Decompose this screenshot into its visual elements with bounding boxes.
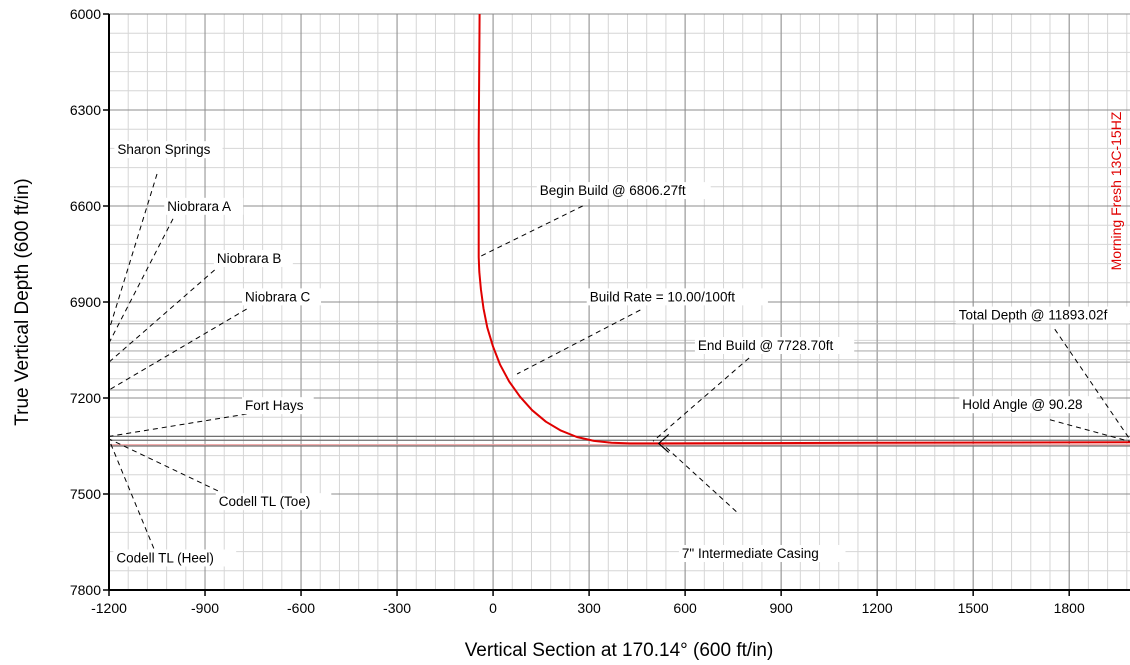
annotation-label-bg — [242, 397, 314, 415]
annotation-leader-line — [662, 444, 737, 512]
y-tick-label: 7200 — [70, 390, 101, 406]
annotation-leader-line — [109, 439, 155, 549]
x-tick-label: 900 — [769, 600, 793, 616]
x-tick-label: 1500 — [958, 600, 989, 616]
annotation-label-bg — [114, 141, 223, 159]
x-tick-label: 300 — [577, 600, 601, 616]
annotation-label: Sharon Springs — [117, 142, 210, 157]
y-axis-title: True Vertical Depth (600 ft/in) — [12, 178, 33, 425]
annotation-label: End Build @ 7728.70ft — [698, 338, 834, 353]
casing-shoe-marker — [657, 433, 670, 453]
annotation-leader-line — [109, 438, 219, 492]
annotation-label-bg — [536, 182, 711, 200]
annotation-label: Build Rate = 10.00/100ft — [590, 289, 735, 304]
y-tick-label: 7500 — [70, 486, 101, 502]
x-tick-label: 0 — [489, 600, 497, 616]
annotation-leader-line — [109, 173, 158, 331]
formation-horizons — [109, 323, 1130, 447]
x-tick-label: -900 — [191, 600, 219, 616]
x-tick-label: 1200 — [862, 600, 893, 616]
y-tick-label: 6300 — [70, 102, 101, 118]
annotation-label-bg — [959, 396, 1097, 414]
annotation-label-bg — [694, 337, 855, 354]
y-tick-label: 7800 — [70, 582, 101, 598]
annotation-label-bg — [213, 249, 293, 267]
annotation-label-bg — [164, 197, 244, 215]
annotation-label-bg — [215, 493, 332, 511]
y-tick-label: 6000 — [70, 6, 101, 22]
y-tick-label: 6600 — [70, 198, 101, 214]
annotation-label: Niobrara B — [217, 251, 282, 266]
annotation-labels: Sharon Springs Niobrara A Niobrara B Niobra… — [113, 141, 1130, 567]
annotation-label-bg — [678, 545, 846, 562]
annotation-leaders — [109, 173, 1130, 549]
annotation-leader-line — [478, 205, 583, 258]
x-tick-label: 600 — [673, 600, 697, 616]
x-tick-label: -300 — [383, 600, 411, 616]
annotation-label-bg — [955, 306, 1130, 324]
series-line — [477, 14, 1130, 445]
axes — [103, 13, 1130, 596]
annotation-leader-line — [652, 357, 750, 442]
annotation-label: Codell TL (Toe) — [219, 494, 311, 509]
annotation-label: Begin Build @ 6806.27ft — [540, 183, 686, 198]
annotation-label: Niobrara C — [245, 289, 311, 304]
annotation-label: Total Depth @ 11893.02f — [959, 308, 1108, 323]
annotation-label-bg — [586, 288, 768, 306]
series-layer — [477, 14, 1130, 445]
x-tick-label: 1800 — [1054, 600, 1085, 616]
annotation-label: Hold Angle @ 90.28 — [962, 397, 1082, 412]
tick-labels: -1200 -900 -600 -300 0 300 600 900 1200 1500 1800 6… — [70, 6, 1085, 616]
x-tick-label: -1200 — [91, 600, 127, 616]
annotation-leader-line — [1049, 419, 1130, 443]
annotation-label: Fort Hays — [245, 398, 304, 413]
y-tick-label: 6900 — [70, 294, 101, 310]
annotation-label: Codell TL (Heel) — [116, 550, 214, 565]
well-name-label: Morning Fresh 13C-15HZ — [1108, 111, 1124, 270]
casing-marker — [657, 433, 670, 453]
annotation-leader-line — [1054, 328, 1130, 440]
annotation-label: Niobrara A — [167, 199, 231, 214]
x-axis-title: Vertical Section at 170.14° (600 ft/in) — [465, 640, 774, 661]
annotation-label-bg — [242, 288, 322, 306]
annotation-label: 7" Intermediate Casing — [682, 546, 819, 561]
annotation-label-bg — [113, 549, 237, 567]
x-tick-label: -600 — [287, 600, 315, 616]
